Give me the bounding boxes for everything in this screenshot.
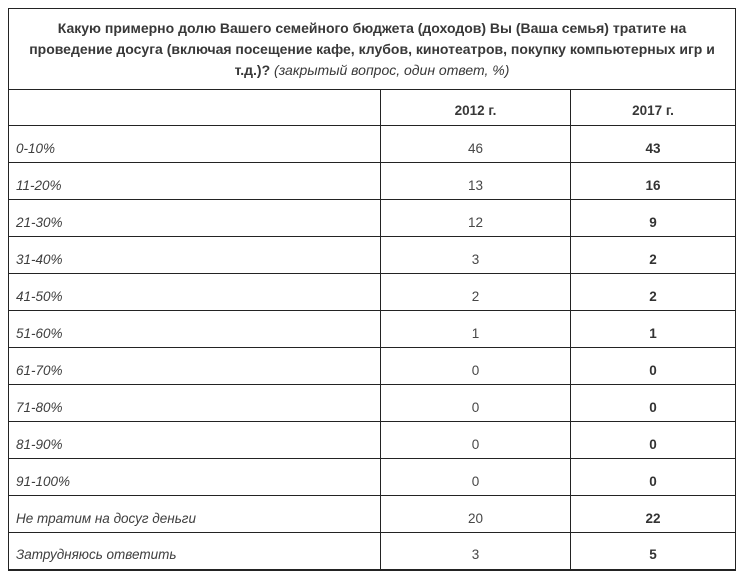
- value-2017: 0: [569, 421, 737, 459]
- value-2012: 0: [380, 347, 571, 385]
- value-2017: 5: [569, 532, 737, 570]
- value-2012: 0: [380, 384, 571, 422]
- column-header-empty: [8, 89, 381, 126]
- value-2012: 20: [380, 495, 571, 533]
- title-note: (закрытый вопрос, один ответ, %): [274, 62, 510, 78]
- value-2017: 16: [569, 162, 737, 200]
- value-2012: 13: [380, 162, 571, 200]
- row-label: 0-10%: [8, 125, 381, 163]
- value-2012: 3: [380, 236, 571, 274]
- value-2017: 43: [569, 125, 737, 163]
- value-2012: 46: [380, 125, 571, 163]
- value-2012: 0: [380, 421, 571, 459]
- row-label: 31-40%: [8, 236, 381, 274]
- row-label: Затрудняюсь ответить: [8, 532, 381, 570]
- table-row: 71-80% 0 0: [8, 384, 737, 422]
- row-label: 71-80%: [8, 384, 381, 422]
- value-2017: 0: [569, 384, 737, 422]
- value-2012: 2: [380, 273, 571, 311]
- row-label: 41-50%: [8, 273, 381, 311]
- row-label: 21-30%: [8, 199, 381, 237]
- value-2017: 2: [569, 236, 737, 274]
- value-2012: 3: [380, 532, 571, 570]
- value-2017: 22: [569, 495, 737, 533]
- table-row: 81-90% 0 0: [8, 421, 737, 459]
- table-row: 51-60% 1 1: [8, 310, 737, 348]
- value-2017: 2: [569, 273, 737, 311]
- column-header-2017: 2017 г.: [569, 89, 737, 126]
- row-label: Не тратим на досуг деньги: [8, 495, 381, 533]
- value-2012: 0: [380, 458, 571, 496]
- value-2012: 12: [380, 199, 571, 237]
- row-label: 11-20%: [8, 162, 381, 200]
- column-header-2012: 2012 г.: [380, 89, 571, 126]
- table-row: 0-10% 46 43: [8, 125, 737, 163]
- table-title: Какую примерно долю Вашего семейного бюд…: [7, 8, 737, 90]
- value-2017: 9: [569, 199, 737, 237]
- table-row: Не тратим на досуг деньги 20 22: [8, 495, 737, 533]
- row-label: 91-100%: [8, 458, 381, 496]
- column-header-row: 2012 г. 2017 г.: [8, 89, 737, 126]
- table-row: 91-100% 0 0: [8, 458, 737, 496]
- value-2012: 1: [380, 310, 571, 348]
- title-question: Какую примерно долю Вашего семейного бюд…: [29, 20, 715, 78]
- row-label: 81-90%: [8, 421, 381, 459]
- table-row: 61-70% 0 0: [8, 347, 737, 385]
- table-row: 11-20% 13 16: [8, 162, 737, 200]
- row-label: 61-70%: [8, 347, 381, 385]
- table-row: Затрудняюсь ответить 3 5: [8, 532, 737, 570]
- value-2017: 0: [569, 458, 737, 496]
- table-row: 21-30% 12 9: [8, 199, 737, 237]
- title-row: Какую примерно долю Вашего семейного бюд…: [7, 8, 737, 90]
- table-row: 41-50% 2 2: [8, 273, 737, 311]
- survey-results-table: Какую примерно долю Вашего семейного бюд…: [7, 8, 737, 571]
- value-2017: 0: [569, 347, 737, 385]
- row-label: 51-60%: [8, 310, 381, 348]
- value-2017: 1: [569, 310, 737, 348]
- table-row: 31-40% 3 2: [8, 236, 737, 274]
